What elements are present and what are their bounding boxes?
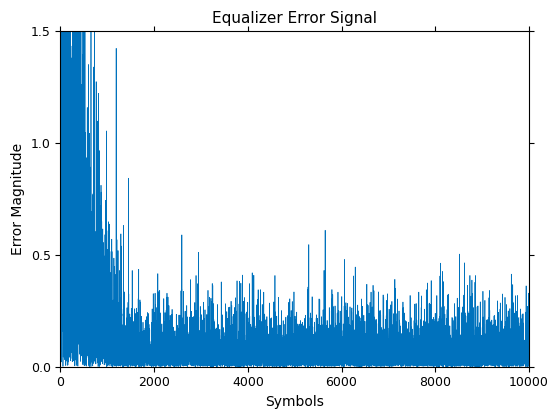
Y-axis label: Error Magnitude: Error Magnitude [11, 143, 25, 255]
X-axis label: Symbols: Symbols [265, 395, 324, 409]
Title: Equalizer Error Signal: Equalizer Error Signal [212, 11, 377, 26]
